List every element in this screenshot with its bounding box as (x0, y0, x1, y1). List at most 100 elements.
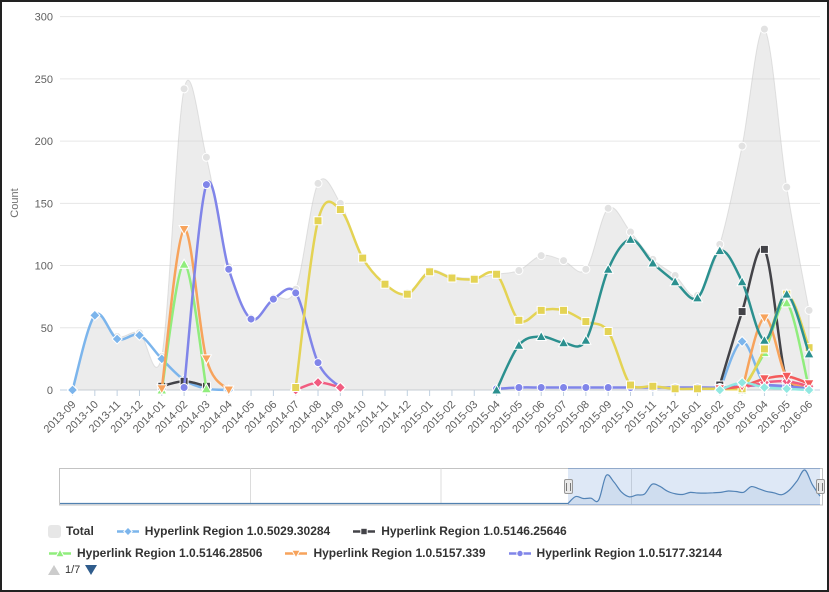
legend-item-label: Hyperlink Region 1.0.5146.28506 (77, 546, 263, 560)
square-marker (492, 269, 502, 279)
square-marker (759, 344, 769, 354)
circle-marker (313, 358, 323, 368)
circle-marker (201, 180, 211, 190)
navigator-window[interactable] (568, 468, 820, 505)
series-10-unlabeled (714, 376, 815, 396)
square-legend-marker-icon (353, 527, 376, 535)
diamond-marker (122, 526, 133, 536)
total-area (71, 28, 810, 391)
y-axis-label: 100 (35, 261, 53, 273)
legend-row: Total Hyperlink Region 1.0.5029.30284 Hype… (48, 520, 818, 542)
square-marker (603, 327, 613, 337)
diamond-marker (66, 384, 79, 396)
diamond-marker (312, 376, 324, 389)
circle-marker (201, 152, 211, 162)
square-marker (581, 317, 591, 327)
circle-marker (581, 264, 591, 274)
series-8-unlabeled (490, 233, 815, 395)
circle-marker (759, 24, 769, 34)
legend-item-0[interactable]: Total (48, 524, 94, 538)
circle-marker (313, 178, 323, 188)
triangle-down-marker (758, 313, 771, 324)
legend-item-1[interactable]: Hyperlink Region 1.0.5029.30284 (116, 524, 330, 538)
triangle-down-marker (780, 371, 793, 383)
circle-marker (268, 294, 278, 304)
circle-marker (536, 251, 546, 261)
square-marker (380, 279, 390, 289)
triangle-marker (803, 347, 815, 359)
legend-item-5[interactable]: Hyperlink Region 1.0.5177.32144 (508, 546, 722, 560)
legend-item-4[interactable]: Hyperlink Region 1.0.5157.339 (284, 546, 486, 560)
triangle-marker (178, 258, 190, 269)
triangle-marker (758, 334, 771, 345)
navigator-right-handle[interactable] (815, 479, 825, 494)
legend-row: Hyperlink Region 1.0.5146.28506 Hyperlink… (48, 542, 818, 564)
legend-item-2[interactable]: Hyperlink Region 1.0.5146.25646 (352, 524, 567, 538)
triangle-down-marker (803, 379, 815, 390)
y-axis-label: 50 (41, 323, 53, 335)
legend-item-label: Hyperlink Region 1.0.5157.339 (313, 546, 486, 560)
triangle-marker (490, 383, 503, 395)
legend-item-label: Hyperlink Region 1.0.5177.32144 (536, 546, 722, 560)
legend-next-button[interactable] (85, 565, 98, 575)
diamond-legend-marker-icon (116, 526, 139, 536)
triangle-marker (646, 257, 659, 268)
triangle-marker (200, 382, 213, 394)
y-axis-label: 250 (35, 74, 53, 86)
square-marker (425, 267, 435, 277)
legend-item-label: Hyperlink Region 1.0.5029.30284 (144, 524, 331, 538)
navigator-left-handle[interactable] (563, 479, 573, 494)
triangle-down-marker (155, 384, 168, 395)
y-axis-title: Count (9, 188, 21, 217)
legend-item-label: Hyperlink Region 1.0.5146.25646 (381, 524, 567, 538)
triangle-down-marker (758, 374, 771, 385)
legend-item-label: Total (66, 524, 94, 538)
circle-marker (514, 266, 524, 276)
timeseries-chart: 050100150200250300Count2013-092013-10201… (9, 12, 823, 506)
diamond-marker (758, 381, 771, 394)
grip-icon (817, 482, 823, 491)
y-axis-label: 300 (35, 12, 53, 24)
square-marker (648, 381, 658, 391)
y-axis-label: 0 (47, 385, 53, 397)
diamond-marker (781, 383, 793, 395)
square-marker (692, 384, 702, 394)
circle-marker (737, 141, 747, 151)
circle-marker (536, 383, 546, 393)
y-axis-label: 150 (35, 198, 53, 210)
square-marker (313, 216, 323, 226)
triangle-marker (602, 263, 615, 274)
diamond-marker (334, 381, 347, 394)
square-marker (626, 380, 635, 390)
series-0-named (68, 24, 814, 395)
circle-marker (804, 305, 814, 315)
square-marker (559, 305, 569, 315)
triangle-marker (780, 296, 793, 308)
circle-marker (581, 383, 591, 393)
diamond-marker (133, 329, 146, 341)
square-marker (402, 289, 412, 299)
triangle-marker (557, 336, 570, 348)
circle-marker (603, 203, 613, 213)
square-marker (737, 307, 747, 317)
legend-prev-button[interactable] (48, 565, 60, 575)
square-marker (514, 315, 524, 325)
diamond-marker (89, 309, 101, 322)
diamond-marker (803, 384, 815, 396)
circle-marker (782, 182, 792, 192)
triangle-down-marker (178, 224, 190, 236)
legend-item-3[interactable]: Hyperlink Region 1.0.5146.28506 (48, 546, 262, 560)
triangle-marker (513, 339, 525, 350)
circle-marker (246, 314, 256, 324)
circle-marker (514, 383, 524, 393)
square-marker (469, 274, 479, 284)
series-line (160, 228, 230, 392)
triangle-marker (624, 233, 637, 244)
triangle-marker (713, 244, 726, 256)
legend-page-indicator: 1/7 (65, 564, 81, 576)
circle-marker (224, 264, 234, 274)
y-axis-label: 200 (35, 136, 53, 148)
triangle-marker (535, 330, 548, 341)
circle-marker (559, 256, 569, 266)
